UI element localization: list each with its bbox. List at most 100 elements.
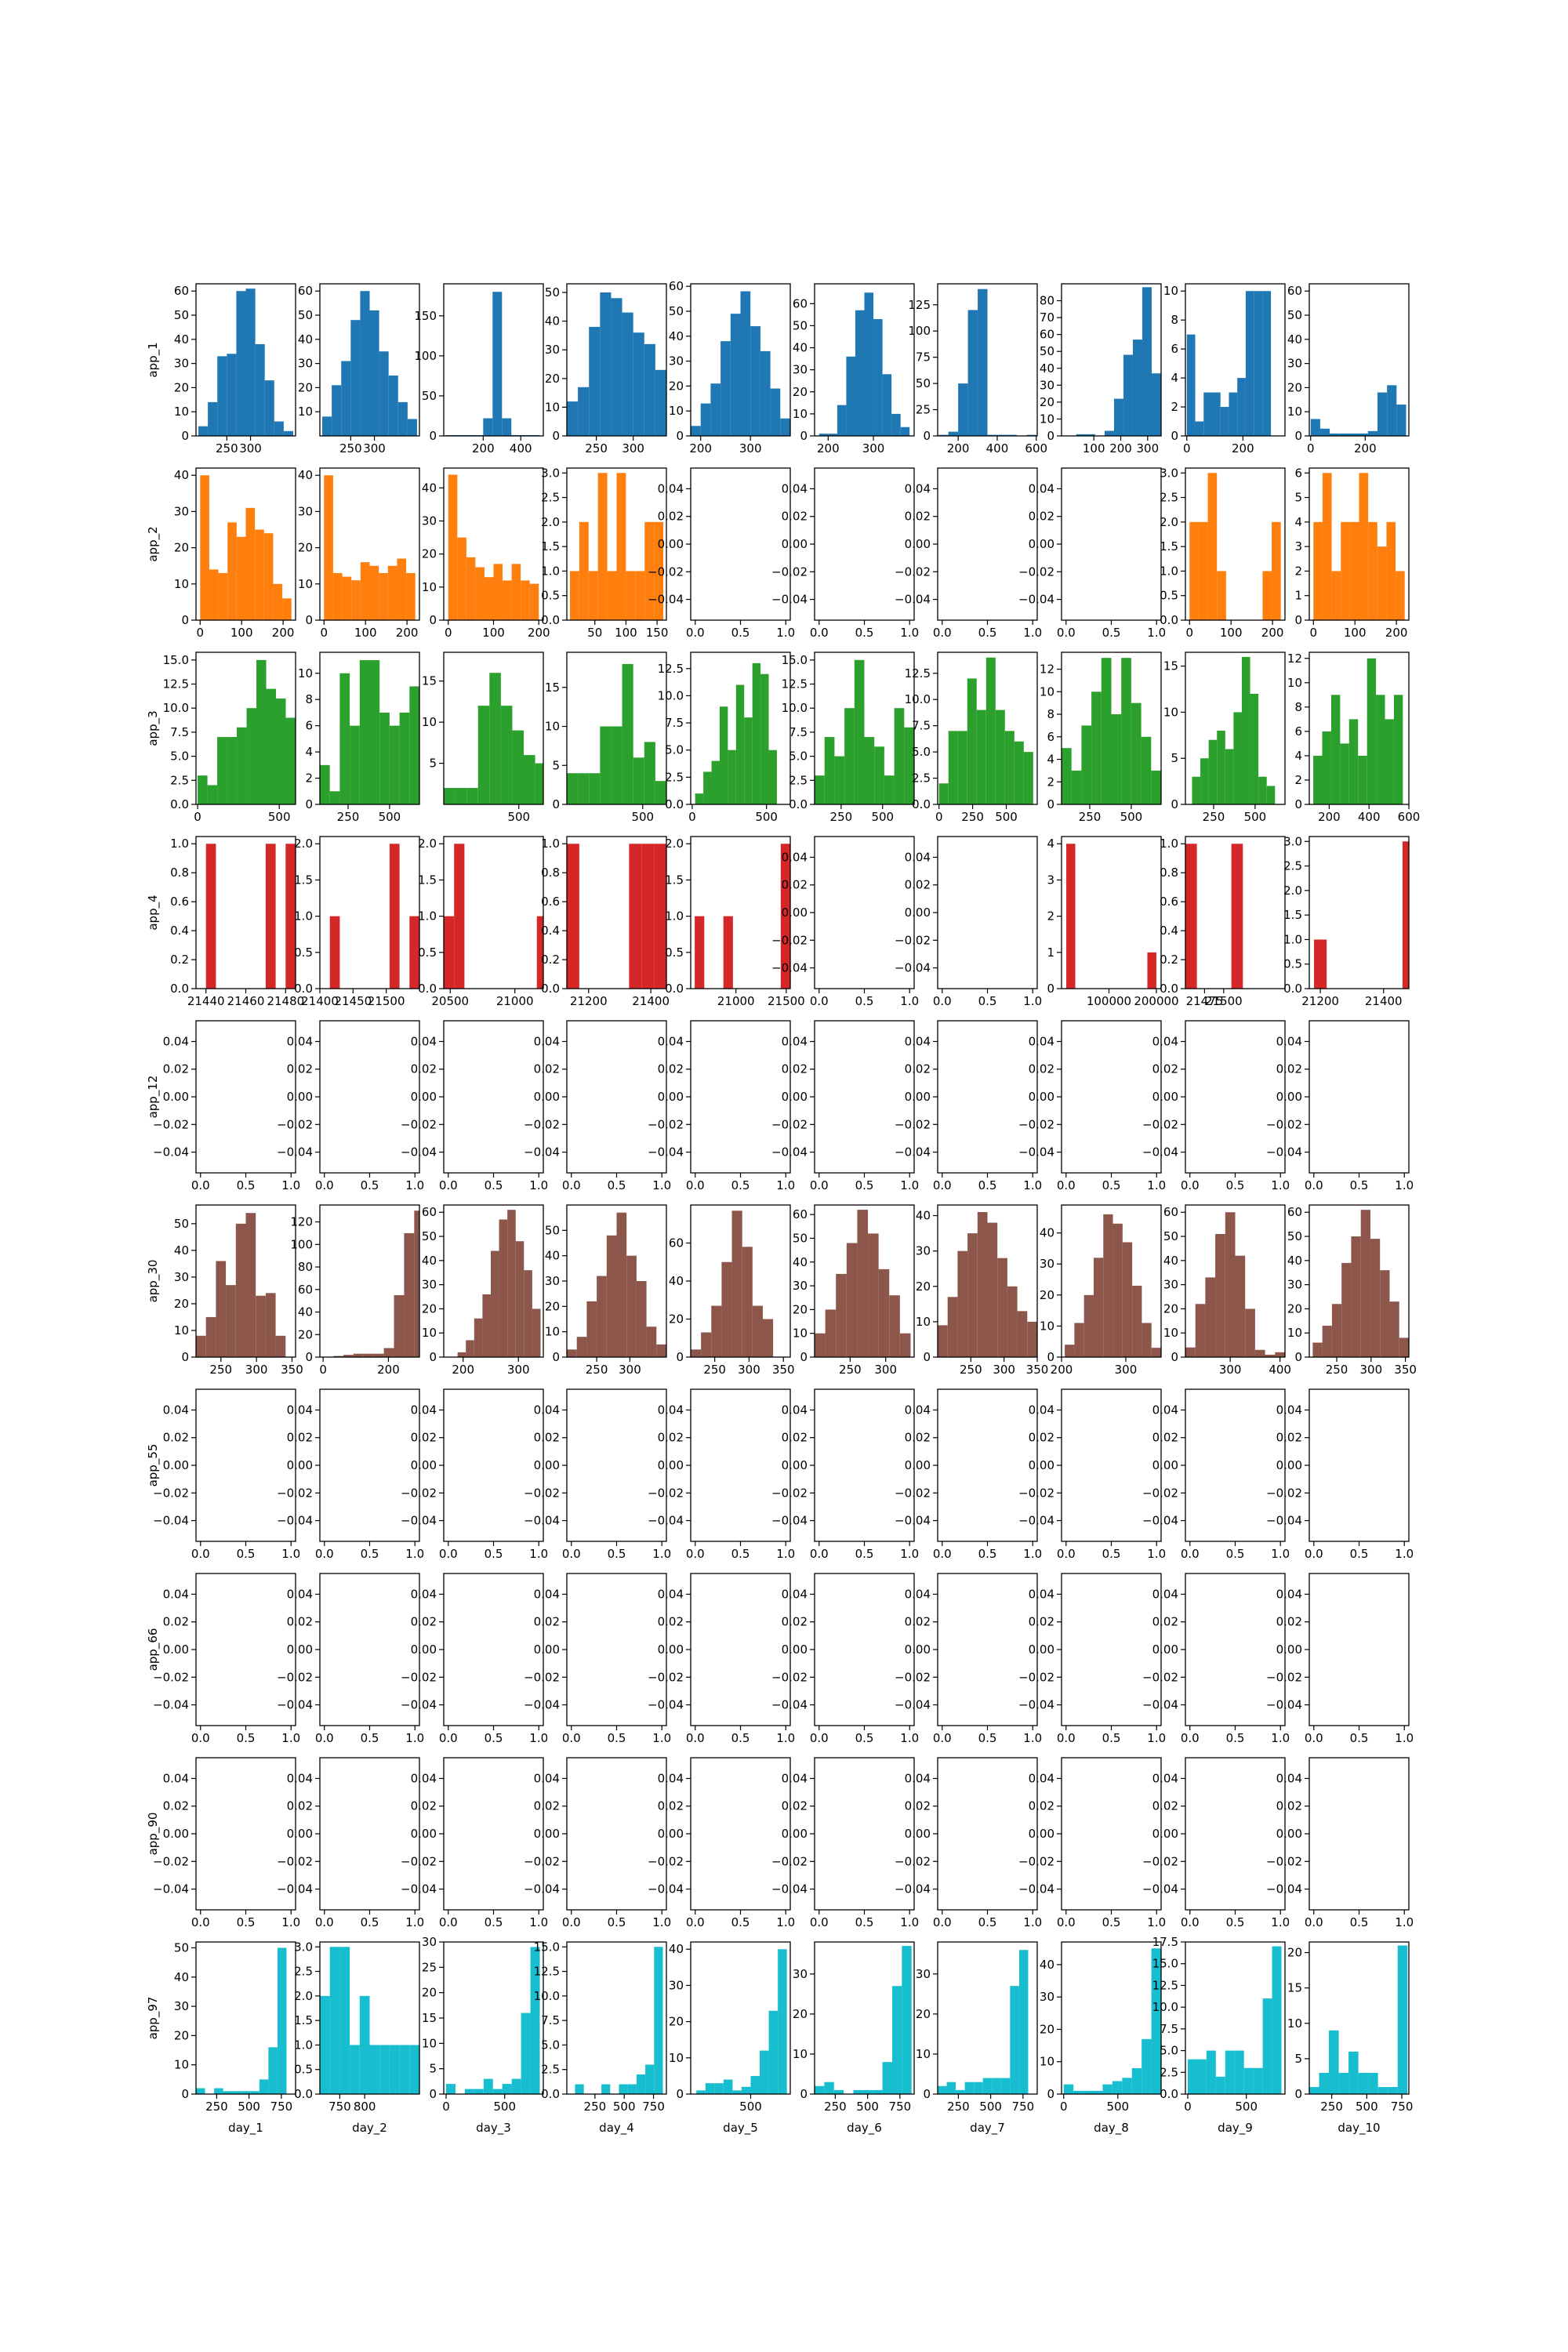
histogram-bar [567, 844, 579, 989]
histogram-bar [567, 773, 579, 804]
y-tick-label: 15 [422, 674, 437, 688]
histogram-bar [1385, 719, 1394, 804]
x-tick-label: 0.5 [731, 1178, 750, 1192]
y-tick-label: 2.5 [1160, 491, 1178, 505]
y-tick-label: 0.04 [658, 1771, 684, 1785]
y-tick-label: 0.02 [163, 1615, 189, 1629]
y-tick-label: 0.02 [411, 1799, 437, 1813]
histogram-bar [611, 726, 622, 804]
histogram-bar [1085, 434, 1095, 436]
axes-frame [443, 283, 544, 437]
y-tick-label: 0.00 [658, 537, 684, 551]
y-tick-label: 20 [916, 1279, 931, 1294]
panel-app_3-day_6: 250 500 0.0 2.5 5.0 7.5 10.0 12.5 15.0 [782, 652, 915, 824]
axes-frame [814, 1204, 915, 1358]
x-tick-label: 0.5 [978, 1547, 997, 1561]
panel-app_12-day_3: 0.0 0.5 1.0 0.04 0.02 0.00 −0.02 −0.04 [401, 1020, 548, 1192]
row-label-app_4: app_4 [146, 895, 161, 930]
y-tick-label: 0.04 [905, 850, 931, 864]
axes-frame [814, 652, 915, 805]
histogram-bar [1235, 1255, 1246, 1357]
y-tick-label: 0.5 [665, 946, 684, 960]
y-tick-label: 0.02 [658, 510, 684, 524]
panel-app_12-day_2: 0.0 0.5 1.0 0.04 0.02 0.00 −0.02 −0.04 [277, 1020, 424, 1192]
x-tick-label: 750 [328, 2100, 351, 2114]
histogram-bar [644, 343, 655, 436]
y-tick-label: 4 [1294, 749, 1302, 763]
y-tick-label: 50 [174, 308, 189, 322]
x-tick-label: 1.0 [900, 1731, 919, 1745]
y-tick-label: −0.04 [895, 1698, 931, 1712]
histogram-bar [938, 2085, 947, 2094]
y-tick-label: 0.04 [905, 1771, 931, 1785]
y-tick-label: 40 [298, 468, 313, 482]
histogram-bar [589, 773, 601, 804]
histogram-bar [274, 421, 284, 436]
histogram-bar [1205, 1277, 1216, 1357]
histogram-bar [700, 403, 711, 436]
y-tick-label: 15 [1287, 1981, 1302, 1995]
histogram-bar [343, 1355, 354, 1357]
histogram-bar [629, 844, 642, 989]
x-tick-label: 1.0 [1271, 1547, 1290, 1561]
y-tick-label: 10 [545, 1325, 560, 1339]
histogram-bar [900, 426, 910, 436]
x-tick-label: 0.0 [1057, 626, 1076, 640]
histogram-bar [992, 2078, 1001, 2094]
x-tick-label: 500 [613, 2100, 636, 2114]
x-tick-label: 0 [1310, 626, 1318, 640]
y-tick-label: 0.02 [1152, 1799, 1178, 1813]
y-tick-label: 0.00 [287, 1827, 313, 1841]
histogram-bar [373, 1353, 384, 1357]
y-tick-label: 0.04 [287, 1403, 313, 1417]
y-tick-label: 2.0 [294, 837, 313, 851]
y-tick-label: 40 [174, 468, 189, 482]
y-tick-label: 0 [181, 2087, 189, 2101]
histogram-bar [341, 361, 351, 436]
y-tick-label: 30 [1163, 1278, 1178, 1292]
histogram-bar [882, 2062, 892, 2094]
y-tick-label: −0.02 [1018, 1854, 1054, 1868]
x-tick-label: 0 [1186, 626, 1194, 640]
x-tick-label: 1.0 [405, 1547, 424, 1561]
histogram-bar [1360, 1210, 1370, 1357]
histogram-bar [332, 385, 342, 436]
histogram-bar [1147, 952, 1156, 989]
histogram-bar [1349, 521, 1359, 620]
y-tick-label: 80 [1040, 294, 1054, 308]
y-tick-label: 15 [1163, 659, 1178, 673]
row-label-app_90: app_90 [146, 1813, 161, 1856]
x-tick-label: 21200 [1301, 994, 1339, 1008]
y-tick-label: 10 [1040, 1319, 1054, 1333]
histogram-bar [1010, 1986, 1019, 2094]
y-tick-label: 10 [298, 577, 313, 591]
panel-app_3-day_2: 250 500 0 2 4 6 8 10 [298, 652, 420, 824]
y-tick-label: 1.0 [418, 909, 437, 924]
panel-app_97-day_10: 250 500 750 0 5 10 15 20 [1287, 1941, 1413, 2114]
histogram-bar [569, 571, 579, 620]
panel-app_55-day_4: 0.0 0.5 1.0 0.04 0.02 0.00 −0.02 −0.04 [524, 1388, 671, 1561]
axes-frame [1308, 283, 1410, 437]
y-tick-label: 100 [290, 1237, 313, 1251]
histogram-bar [360, 562, 370, 620]
histogram-bar [369, 310, 379, 436]
histogram-bar [967, 1233, 978, 1357]
x-tick-label: 0.5 [1102, 1915, 1121, 1929]
y-tick-label: 0.04 [1029, 1403, 1054, 1417]
histogram-bar [1254, 1349, 1265, 1357]
y-tick-label: 0.02 [782, 1431, 808, 1445]
y-tick-label: 1.0 [294, 909, 313, 924]
y-tick-label: 0.02 [658, 1431, 684, 1445]
y-tick-label: 20 [174, 541, 189, 555]
histogram-bar [1367, 430, 1377, 436]
y-tick-label: 40 [1287, 1254, 1302, 1268]
y-tick-label: 0 [800, 2087, 808, 2101]
histogram-bar [1123, 354, 1133, 436]
x-tick-label: 21460 [227, 994, 265, 1008]
panel-app_90-day_5: 0.0 0.5 1.0 0.04 0.02 0.00 −0.02 −0.04 [648, 1757, 795, 1929]
histogram-bar [241, 2091, 251, 2094]
axes-frame [195, 1204, 296, 1358]
histogram-bar [1348, 719, 1359, 804]
axes-frame [1185, 1757, 1286, 1911]
y-tick-label: 5 [429, 757, 437, 771]
